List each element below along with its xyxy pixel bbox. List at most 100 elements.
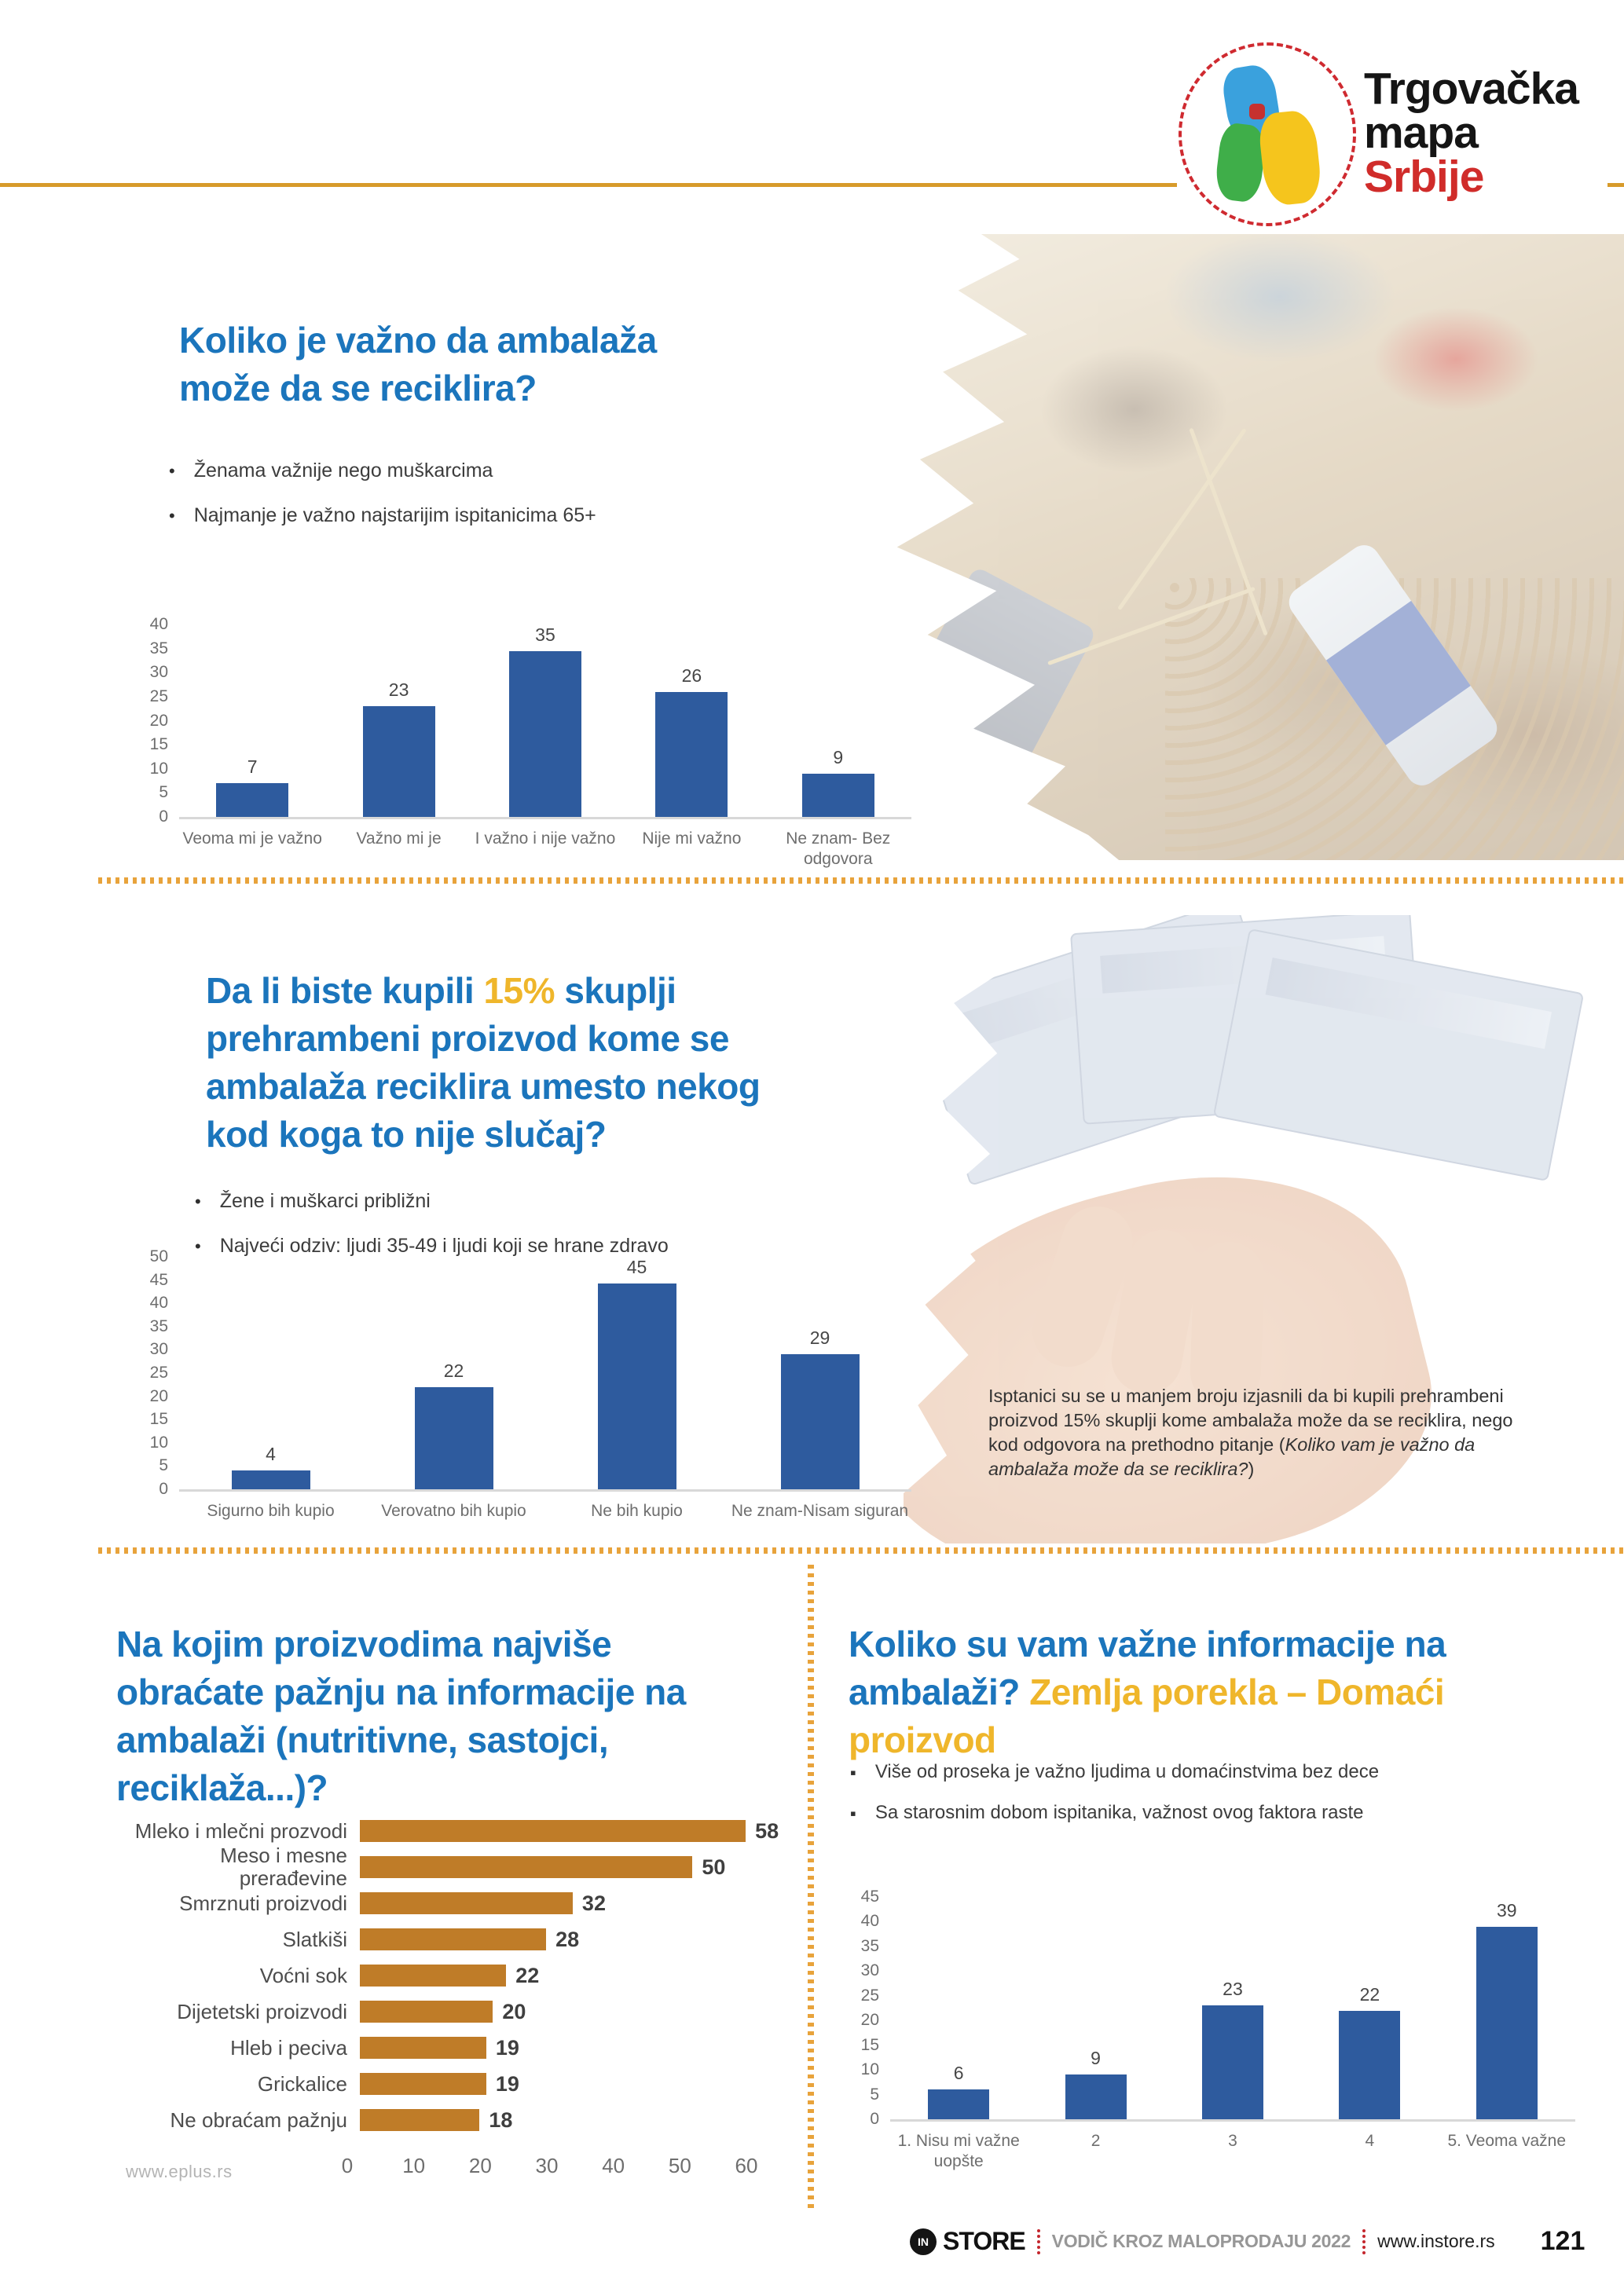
footer-brand: STORE <box>943 2227 1026 2255</box>
bar-value-label: 35 <box>535 624 555 645</box>
x-axis-tick-label: 60 <box>735 2154 758 2177</box>
bar <box>1476 1926 1538 2119</box>
y-axis-tick-label: 10 <box>149 1433 168 1452</box>
y-axis-tick-label: 25 <box>149 1364 168 1382</box>
category-label: Veoma mi je važno <box>182 829 322 848</box>
category-label: 5. Veoma važne <box>1447 2132 1567 2150</box>
section1-bullets: • Ženama važnije nego muškarcima • Najmanj… <box>169 460 596 549</box>
bar-group: 23 <box>326 624 471 817</box>
bar <box>780 1354 860 1489</box>
category-label: Meso i mesne prerađevine <box>220 1844 347 1890</box>
x-axis-tick-label: 0 <box>341 2154 354 2177</box>
bar <box>508 651 581 817</box>
y-axis-tick-label: 35 <box>149 1316 168 1335</box>
y-axis-tick-label: 40 <box>860 1912 879 1931</box>
footer-website: www.instore.rs <box>1377 2231 1495 2251</box>
section2-bullets: • Žene i muškarci približni • Najveći odzi… <box>195 1190 669 1280</box>
footer-divider <box>1362 2228 1366 2254</box>
y-axis-tick-label: 15 <box>149 1410 168 1429</box>
bar-row: Grickalice 19 <box>118 2066 845 2102</box>
bar-value-label: 19 <box>495 2035 519 2060</box>
y-axis-tick-label: 40 <box>149 1294 168 1313</box>
logo-line1: Trgovačka <box>1364 64 1579 114</box>
section1-title: Koliko je važno da ambalaža može da se r… <box>179 319 657 408</box>
bar-value-label: 23 <box>388 679 409 701</box>
category-label: Dijetetski proizvodi <box>177 1999 347 2023</box>
bar-group: 9 <box>765 624 911 817</box>
y-axis-tick-label: 0 <box>159 807 168 826</box>
bar <box>1339 2010 1401 2119</box>
category-label: 3 <box>1228 2132 1237 2150</box>
bar <box>360 2073 486 2095</box>
x-axis-tick-label: 10 <box>402 2154 426 2177</box>
y-axis-tick-label: 10 <box>860 2060 879 2079</box>
bar-row: Smrznuti proizvodi 32 <box>118 1885 845 1921</box>
bar-group: 39 <box>1439 1897 1575 2119</box>
bullet-item: • Žene i muškarci približni <box>195 1190 669 1214</box>
page-footer: IN STORE VODIČ KROZ MALOPRODAJU 2022 www… <box>910 2226 1585 2257</box>
bar-value-label: 23 <box>1223 1979 1243 2000</box>
category-label: Voćni sok <box>259 1963 347 1987</box>
product-attention-chart: Mleko i mlečni prozvodi 58 Meso i mesne pr… <box>118 1813 845 2181</box>
bar-group: 29 <box>730 1257 911 1489</box>
y-axis-tick-label: 15 <box>149 735 168 754</box>
bar-value-label: 18 <box>489 2107 513 2132</box>
dotted-separator-vertical <box>808 1565 814 2210</box>
trgovacka-mapa-srbije-logo: Trgovačka mapa Srbije <box>1177 36 1608 234</box>
bar-value-label: 29 <box>809 1327 830 1349</box>
section4-title-yellow: Zemlja porekla – Domaći proizvod <box>849 1671 1445 1761</box>
x-axis-tick-label: 50 <box>668 2154 691 2177</box>
instore-logo-icon: IN <box>910 2228 937 2255</box>
bar-value-label: 45 <box>626 1257 647 1277</box>
bar-value-label: 9 <box>1091 2048 1101 2069</box>
bar-row: Ne obraćam pažnju 18 <box>118 2102 845 2138</box>
euro-banknotes-hand-photo <box>904 915 1624 1543</box>
caption-italic: Koliko vam je važno da ambalaža može da … <box>988 1434 1476 1480</box>
bar-value-label: 9 <box>833 746 844 767</box>
y-axis-tick-label: 15 <box>860 2035 879 2054</box>
watermark-url: www.eplus.rs <box>126 2162 233 2181</box>
y-axis-tick-label: 20 <box>860 2011 879 2030</box>
section4-bullets: ▪ Više od proseka je važno ljudima u doma… <box>850 1761 1379 1847</box>
section2-caption: Isptanici su se u manjem broju izjasnili… <box>988 1384 1531 1482</box>
bullet-text: Najveći odziv: ljudi 35-49 i ljudi koji … <box>219 1235 669 1257</box>
x-axis-tick-label: 40 <box>602 2154 625 2177</box>
bullet-icon: ▪ <box>850 1803 856 1823</box>
category-label: Ne znam-Nisam siguran <box>731 1502 909 1520</box>
bar-value-label: 19 <box>495 2071 519 2096</box>
bar <box>1201 2005 1263 2119</box>
section2-title-pre: Da li biste kupili <box>206 969 484 1011</box>
banknote-shape <box>1212 928 1584 1182</box>
bar-value-label: 4 <box>266 1444 276 1465</box>
logo-line2-red: Srbije <box>1364 151 1484 202</box>
bar <box>360 1820 746 1842</box>
logo-dashed-ring-icon <box>1179 42 1356 226</box>
category-label: Ne obraćam pažnju <box>170 2107 347 2132</box>
bar-value-label: 22 <box>443 1360 464 1381</box>
category-label: 1. Nisu mi važne uopšte <box>897 2132 1020 2171</box>
logo-line2-black: mapa <box>1364 107 1479 158</box>
y-axis-tick-label: 0 <box>870 2110 879 2128</box>
category-label: Nije mi važno <box>642 829 742 848</box>
bar-group: 22 <box>364 1257 544 1489</box>
category-label: Mleko i mlečni prozvodi <box>134 1818 347 1843</box>
bar <box>360 2037 486 2059</box>
bar-value-label: 28 <box>555 1927 580 1951</box>
bar-row: Slatkiši 28 <box>118 1921 845 1957</box>
bar <box>360 2109 480 2131</box>
bar-group: 26 <box>619 624 764 817</box>
bar-group: 23 <box>1165 1897 1300 2119</box>
bar-value-label: 20 <box>502 1999 526 2023</box>
caption-normal: Isptanici su se u manjem broju izjasnili… <box>988 1385 1513 1456</box>
y-axis-tick-label: 30 <box>860 1961 879 1980</box>
section3-title: Na kojim proizvodima najviše obraćate pa… <box>116 1623 686 1809</box>
category-label: Grickalice <box>257 2071 347 2096</box>
category-label: Smrznuti proizvodi <box>179 1891 347 1915</box>
y-axis-tick-label: 25 <box>149 687 168 705</box>
bar-row: Voćni sok 22 <box>118 1957 845 1994</box>
category-label: 4 <box>1365 2132 1375 2150</box>
y-axis-tick-label: 5 <box>159 1456 168 1475</box>
category-label: 2 <box>1091 2132 1101 2150</box>
bar-value-label: 7 <box>247 756 258 778</box>
section4-title-blue: Koliko su vam važne informacije na ambal… <box>849 1623 1446 1712</box>
